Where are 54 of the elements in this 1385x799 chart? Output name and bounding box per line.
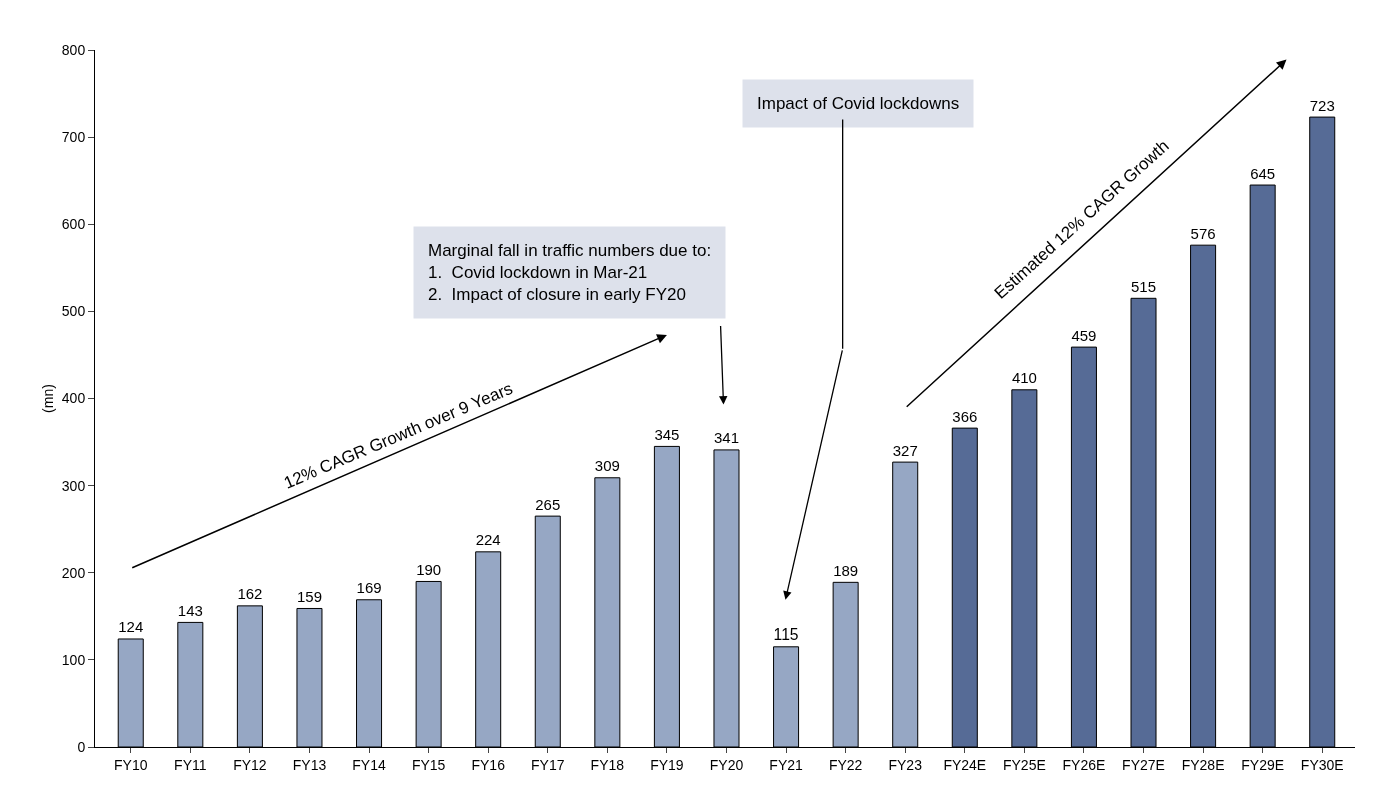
data-label: 515 (1131, 277, 1156, 295)
x-tick-label: FY25E (1002, 756, 1046, 773)
y-tick-label: 500 (61, 303, 86, 320)
y-tick-label: 200 (61, 564, 86, 581)
annotation: Marginal fall in traffic numbers due to: 1. Covid lockdown in Mar-21 2. Impact of closure in early FY20 (428, 241, 712, 305)
y-tick-label: 100 (61, 651, 86, 668)
x-tick-label: FY29E (1241, 756, 1285, 773)
x-tick-label: FY15 (411, 756, 446, 773)
x-tick-label: FY18 (590, 756, 625, 773)
data-label: 189 (833, 561, 859, 579)
x-tick-label: FY10 (114, 756, 148, 773)
data-label: 159 (296, 587, 322, 605)
y-tick-label: 700 (61, 129, 86, 146)
data-label: 190 (416, 560, 442, 578)
x-tick-label: FY14 (352, 756, 386, 773)
x-tick-label: FY13 (292, 756, 327, 773)
data-label: 143 (177, 601, 203, 619)
y-tick-label: 600 (61, 216, 86, 233)
x-tick-label: FY22 (828, 756, 863, 773)
data-label: 309 (594, 457, 620, 475)
data-label: 341 (714, 429, 739, 447)
y-axis-title: (mn) (40, 384, 57, 413)
data-label: 459 (1071, 326, 1097, 344)
data-label: 345 (654, 425, 680, 443)
y-tick-label: 400 (61, 390, 86, 407)
data-label: 576 (1190, 224, 1216, 242)
data-label: 224 (475, 531, 501, 549)
data-label: 162 (237, 585, 263, 603)
data-label: 124 (118, 618, 144, 636)
x-tick-label: FY24E (943, 756, 987, 773)
data-label: 366 (952, 407, 978, 425)
data-label: 265 (535, 495, 561, 513)
data-label: 410 (1011, 369, 1037, 387)
x-tick-label: FY30E (1300, 756, 1344, 773)
data-label: 169 (356, 579, 382, 597)
data-label: 115 (773, 626, 799, 644)
x-tick-label: FY17 (531, 756, 565, 773)
x-tick-label: FY11 (174, 756, 207, 773)
x-tick-label: FY26E (1062, 756, 1106, 773)
x-tick-label: FY21 (769, 756, 803, 773)
x-tick-label: FY12 (233, 756, 267, 773)
y-tick-label: 0 (77, 738, 86, 755)
x-tick-label: FY20 (709, 756, 744, 773)
data-label: 327 (892, 441, 918, 459)
x-tick-label: FY23 (888, 756, 923, 773)
y-tick-label: 300 (61, 477, 86, 494)
data-label: 723 (1309, 96, 1335, 114)
x-tick-label: FY27E (1122, 756, 1165, 773)
annotation: Impact of Covid lockdowns (757, 94, 960, 113)
x-tick-label: FY19 (650, 756, 684, 773)
data-label: 645 (1250, 164, 1276, 182)
x-tick-label: FY28E (1181, 756, 1225, 773)
x-tick-label: FY16 (471, 756, 506, 773)
y-tick-label: 800 (61, 41, 86, 58)
